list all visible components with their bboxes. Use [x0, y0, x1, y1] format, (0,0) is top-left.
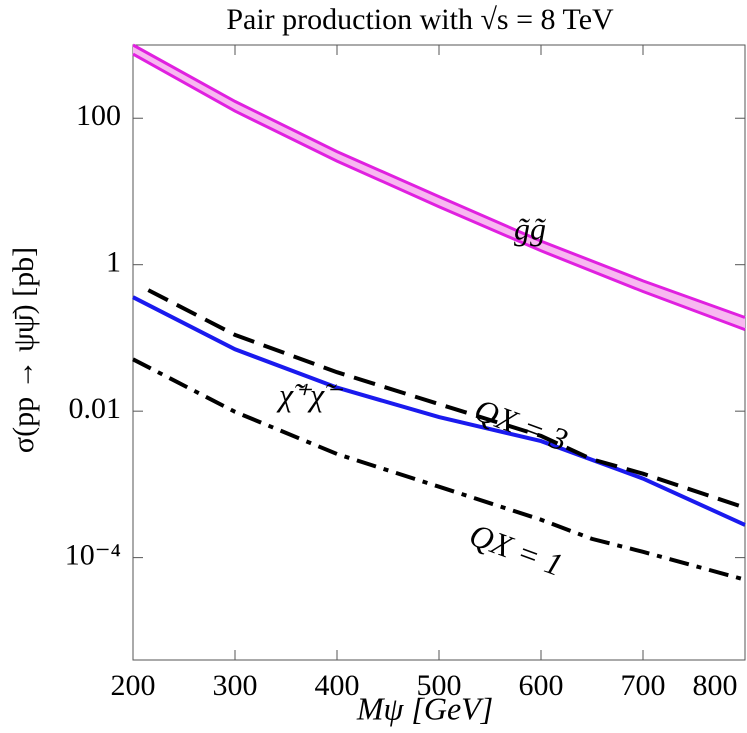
x-tick-label: 600 — [519, 669, 564, 702]
series-line — [132, 357, 746, 582]
band — [133, 45, 745, 330]
series-line — [132, 295, 746, 527]
series-line — [147, 288, 746, 510]
series-line — [132, 43, 746, 319]
y-axis-label: σ(pp → ψψ̄) [pb] — [7, 247, 40, 453]
x-axis-label: Mψ [GeV] — [356, 690, 493, 726]
plot-frame — [132, 44, 746, 661]
x-tick-label: 400 — [315, 669, 360, 702]
x-tick-label: 500 — [417, 669, 462, 702]
band-lower-line — [132, 52, 746, 332]
y-tick-label: 1 — [106, 246, 121, 279]
series-label: QX = 3 — [470, 391, 573, 458]
y-tick-label: 10⁻⁴ — [65, 539, 121, 572]
series-label: QX = 1 — [465, 516, 568, 583]
x-tick-label: 200 — [111, 669, 156, 702]
x-tick-label: 800 — [693, 669, 738, 702]
y-tick-label: 100 — [76, 99, 121, 132]
x-tick-label: 700 — [621, 669, 666, 702]
series-label: χ̃⁺χ̃⁻ — [276, 376, 343, 412]
x-tick-label: 300 — [213, 669, 258, 702]
y-tick-label: 0.01 — [69, 392, 122, 425]
series-label: g̃g̃ — [514, 210, 546, 246]
chart-title: Pair production with √s = 8 TeV — [226, 3, 614, 36]
